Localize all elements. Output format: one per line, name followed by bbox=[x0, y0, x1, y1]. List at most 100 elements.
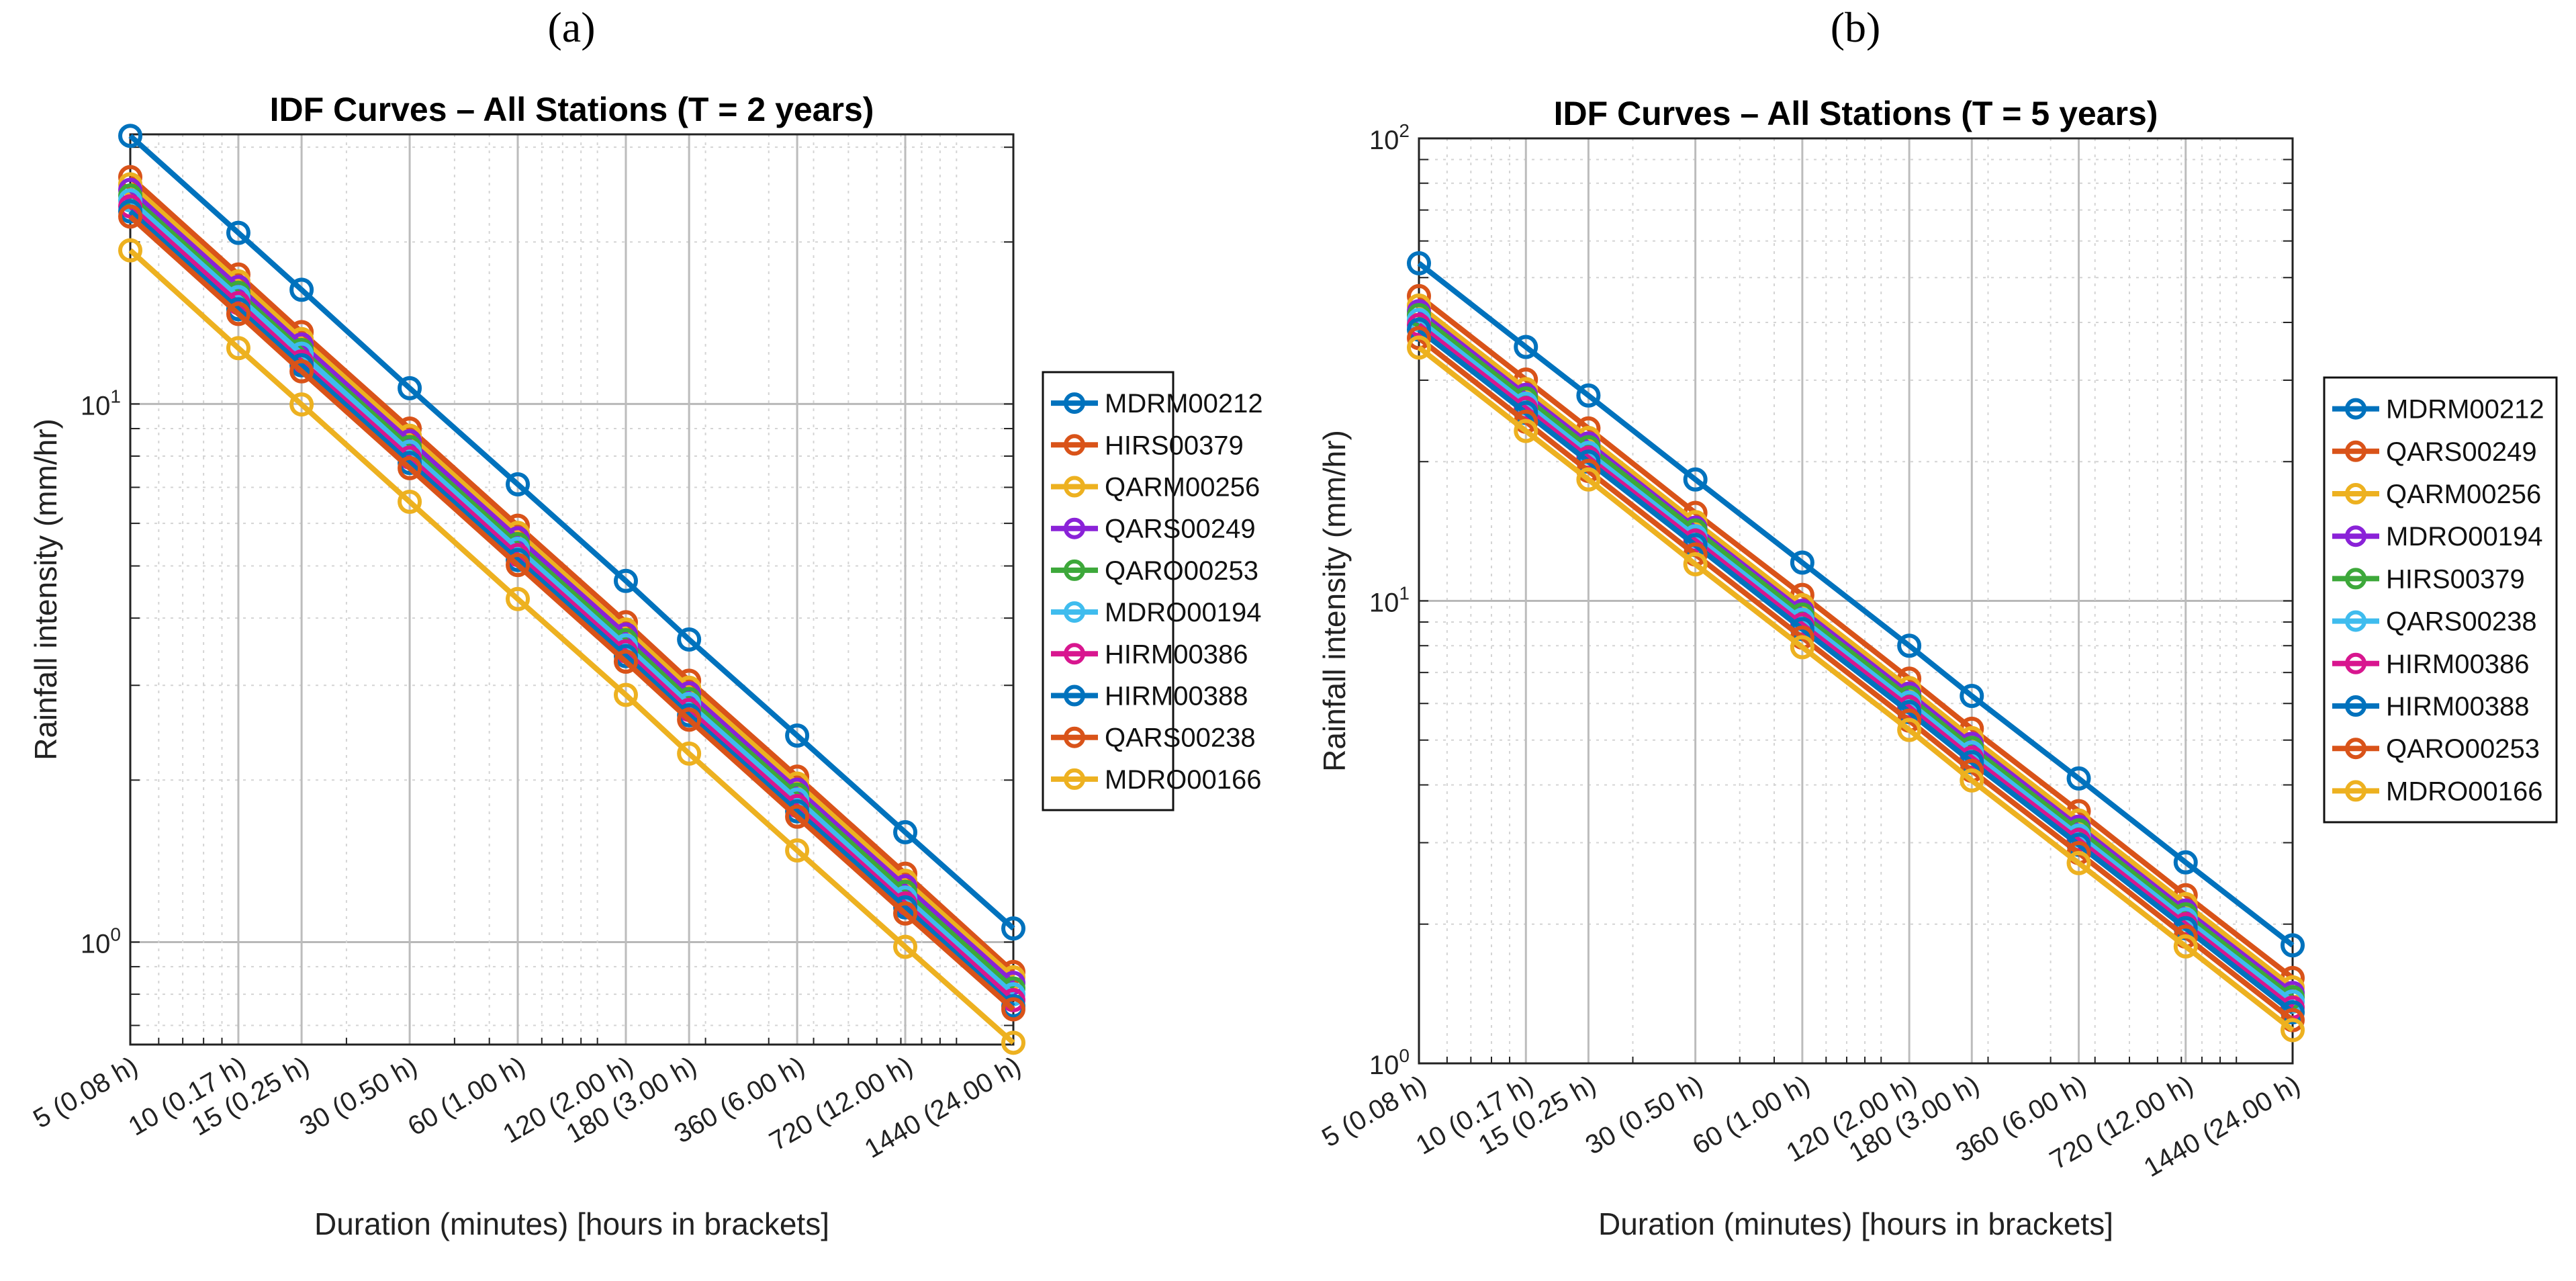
x-axis-label: Duration (minutes) [hours in brackets] bbox=[314, 1206, 829, 1241]
data-point-MDRO00166 bbox=[1897, 717, 1922, 742]
series-line-HIRM00388 bbox=[128, 209, 1015, 1008]
data-point-MDRM00212 bbox=[785, 723, 810, 748]
series-line-MDRM00212 bbox=[128, 134, 1015, 931]
x-tick-label: 5 (0.08 h) bbox=[28, 1051, 142, 1135]
legend-marker bbox=[1064, 726, 1085, 748]
series-line-QARM00256 bbox=[128, 182, 1015, 979]
plot-area-frame bbox=[1418, 137, 2294, 1065]
legend-marker bbox=[1064, 392, 1085, 414]
legend-marker bbox=[1064, 643, 1085, 665]
legend-marker bbox=[2345, 652, 2366, 674]
legend-entry: HIRM00388 bbox=[1105, 682, 1248, 711]
data-point-MDRO00166 bbox=[1683, 551, 1708, 576]
legend-entry: QARS00249 bbox=[1105, 515, 1256, 544]
grid bbox=[129, 134, 1015, 1045]
data-point-QARS00238 bbox=[893, 901, 918, 926]
data-point-MDRO00166 bbox=[785, 838, 810, 863]
legend-marker bbox=[2345, 398, 2366, 420]
data-point-MDRO00166 bbox=[893, 934, 918, 959]
data-point-MDRM00212 bbox=[1001, 916, 1025, 941]
legend: MDRM00212 HIRS00379 QARM00256 QARS00249 QARO… bbox=[1042, 371, 1263, 811]
data-point-MDRM00212 bbox=[2066, 766, 2091, 791]
legend-marker bbox=[2345, 738, 2366, 760]
legend-marker bbox=[1064, 476, 1085, 498]
data-point-MDRM00212 bbox=[613, 568, 638, 593]
legend-entry: QARM00256 bbox=[1105, 473, 1260, 502]
data-point-MDRO00166 bbox=[506, 586, 531, 611]
data-point-MDRO00166 bbox=[1407, 335, 1431, 360]
panel-label: (a) bbox=[547, 3, 595, 51]
series-line-QARS00249 bbox=[1417, 294, 2295, 981]
data-point-MDRO00166 bbox=[677, 741, 702, 766]
legend-entry: MDRO00194 bbox=[1105, 598, 1261, 627]
data-point-MDRM00212 bbox=[677, 627, 702, 652]
series-line-HIRM00386 bbox=[128, 204, 1015, 1002]
data-point-MDRO00166 bbox=[1960, 768, 1984, 793]
legend-entry: QARS00238 bbox=[2386, 607, 2537, 637]
legend-marker bbox=[1064, 684, 1085, 707]
legend-entry: QARO00253 bbox=[1105, 556, 1258, 586]
data-point-MDRO00166 bbox=[613, 682, 638, 707]
data-point-QARS00238 bbox=[289, 359, 314, 384]
data-point-MDRO00166 bbox=[2281, 1018, 2305, 1043]
x-axis-label: Duration (minutes) [hours in brackets] bbox=[1598, 1206, 2113, 1241]
series-group bbox=[1407, 251, 2305, 1043]
legend-marker bbox=[2345, 525, 2366, 547]
data-point-MDRM00212 bbox=[289, 277, 314, 302]
chart-title: IDF Curves – All Stations (T = 5 years) bbox=[1554, 95, 2158, 132]
y-axis-label: Rainfall intensity (mm/hr) bbox=[1317, 430, 1352, 772]
panel-label: (b) bbox=[1831, 3, 1881, 51]
data-point-MDRM00212 bbox=[893, 820, 918, 844]
legend-marker bbox=[1064, 517, 1085, 539]
legend-entry: MDRO00194 bbox=[2386, 522, 2542, 551]
data-point-MDRM00212 bbox=[2173, 850, 2198, 875]
data-point-MDRM00212 bbox=[1683, 467, 1708, 492]
data-point-MDRO00166 bbox=[1001, 1030, 1025, 1055]
data-point-MDRM00212 bbox=[1576, 383, 1601, 408]
y-tick-label: 101 bbox=[1369, 583, 1410, 618]
data-point-QARS00238 bbox=[613, 649, 638, 674]
data-point-MDRM00212 bbox=[226, 220, 250, 245]
y-tick-label: 102 bbox=[1369, 120, 1410, 155]
data-point-MDRO00166 bbox=[1514, 418, 1538, 443]
series-group bbox=[118, 124, 1025, 1055]
data-point-QARS00238 bbox=[677, 707, 702, 732]
legend-entry: MDRO00166 bbox=[2386, 777, 2542, 806]
legend-entry: QARS00238 bbox=[1105, 723, 1256, 753]
data-point-MDRM00212 bbox=[1514, 335, 1538, 359]
data-point-MDRO00166 bbox=[118, 238, 142, 263]
series-line-MDRO00194 bbox=[128, 198, 1015, 997]
legend-entry: QARS00249 bbox=[2386, 437, 2537, 467]
legend: MDRM00212 QARS00249 QARM00256 MDRO00194 HIRS… bbox=[2323, 376, 2558, 824]
series-line-MDRO00166 bbox=[128, 248, 1015, 1045]
chart-panel-a: (a) IDF Curves – All Stations (T = 2 year… bbox=[28, 3, 1263, 1241]
legend-entry: MDRO00166 bbox=[1105, 765, 1261, 795]
series-line-QARS00238 bbox=[128, 214, 1015, 1012]
series-line-HIRM00388 bbox=[1417, 327, 2295, 1015]
legend-entry: HIRM00386 bbox=[2386, 650, 2529, 679]
legend-marker bbox=[1064, 768, 1085, 790]
series-line-MDRM00212 bbox=[1417, 261, 2295, 948]
data-point-MDRO00166 bbox=[226, 336, 250, 361]
legend-entry: HIRS00379 bbox=[2386, 564, 2525, 594]
data-point-MDRM00212 bbox=[398, 376, 422, 400]
series-line-HIRM00386 bbox=[1417, 322, 2295, 1010]
series-line-MDRO00194 bbox=[1417, 309, 2295, 996]
legend-entry: HIRM00386 bbox=[1105, 639, 1248, 669]
legend-marker bbox=[1064, 434, 1085, 456]
legend-marker bbox=[1064, 601, 1085, 623]
data-point-MDRM00212 bbox=[1960, 683, 1984, 708]
data-point-QARS00238 bbox=[785, 804, 810, 829]
legend-marker bbox=[2345, 568, 2366, 590]
data-point-MDRM00212 bbox=[1897, 633, 1922, 658]
data-point-MDRM00212 bbox=[1407, 251, 1431, 275]
series-line-MDRO00166 bbox=[1417, 345, 2295, 1032]
data-point-MDRM00212 bbox=[118, 124, 142, 148]
legend-entry: HIRS00379 bbox=[1105, 431, 1244, 460]
data-point-MDRO00166 bbox=[398, 489, 422, 514]
legend-marker bbox=[1064, 559, 1085, 581]
legend-entry: MDRM00212 bbox=[1105, 389, 1263, 418]
y-tick-label: 100 bbox=[1369, 1045, 1410, 1080]
data-point-QARS00238 bbox=[398, 455, 422, 480]
